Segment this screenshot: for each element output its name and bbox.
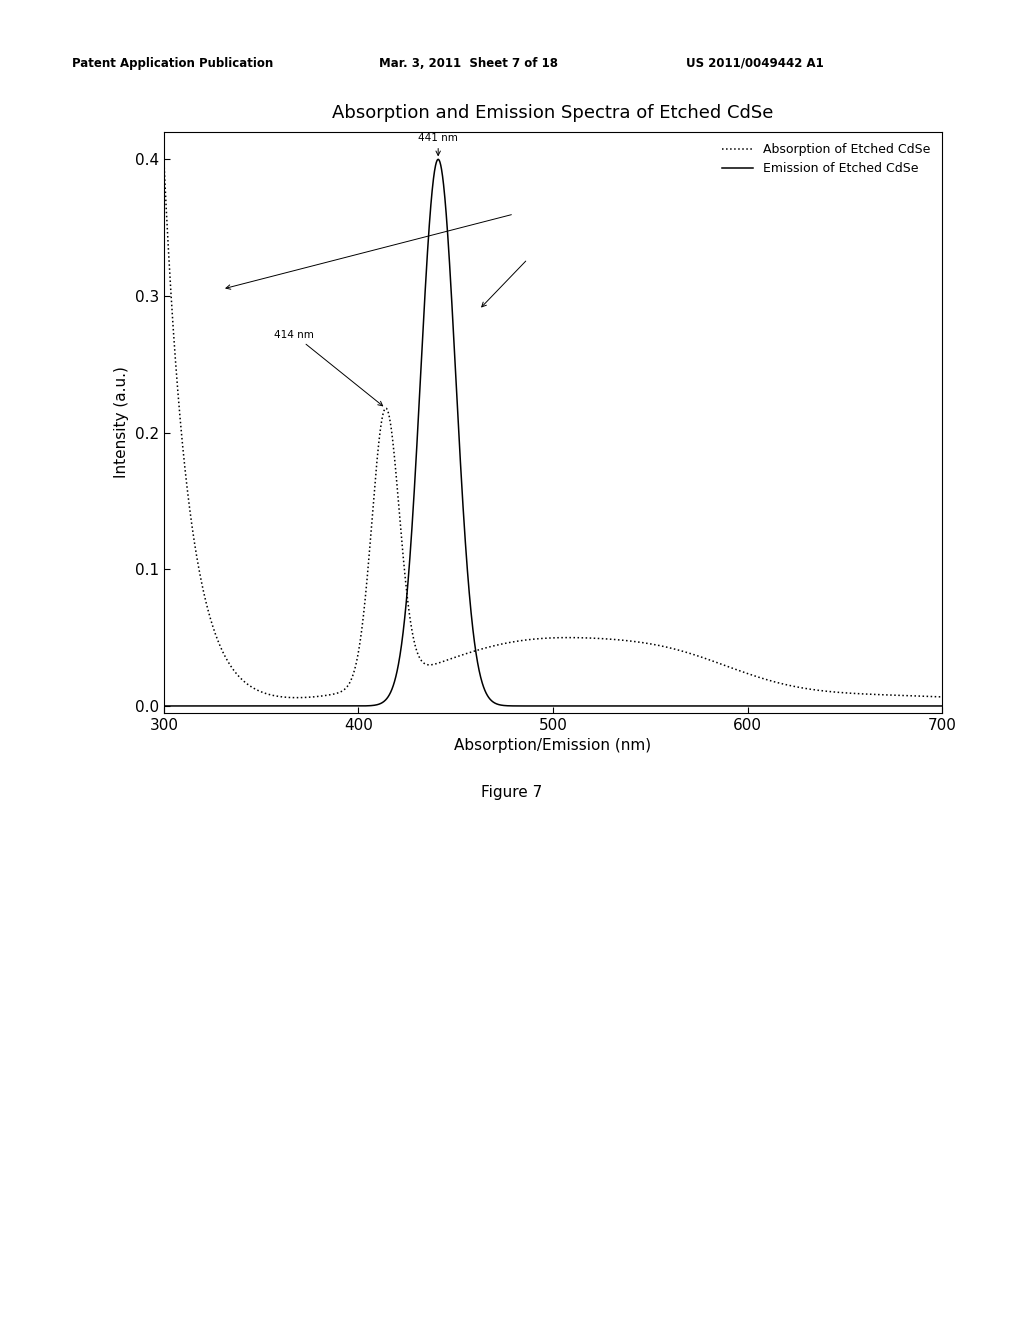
Absorption of Etched CdSe [837,685,849,701]
Emission of Etched CdSe [293,698,305,714]
Emission of Etched CdSe [457,490,469,506]
Emission of Etched CdSe [432,152,444,168]
Absorption of Etched CdSe [490,638,503,653]
Y-axis label: Intensity (a.u.): Intensity (a.u.) [114,367,129,478]
Emission of Etched CdSe [837,698,849,714]
Absorption of Etched CdSe [921,689,933,705]
Legend: Absorption of Etched CdSe, Emission of Etched CdSe: Absorption of Etched CdSe, Emission of E… [717,139,936,181]
Title: Absorption and Emission Spectra of Etched CdSe: Absorption and Emission Spectra of Etche… [332,104,774,123]
Emission of Etched CdSe [158,698,170,714]
X-axis label: Absorption/Emission (nm): Absorption/Emission (nm) [455,738,651,754]
Line: Emission of Etched CdSe: Emission of Etched CdSe [164,160,942,706]
Emission of Etched CdSe [936,698,948,714]
Absorption of Etched CdSe [291,690,303,706]
Emission of Etched CdSe [247,698,259,714]
Emission of Etched CdSe [921,698,933,714]
Absorption of Etched CdSe [247,680,259,696]
Text: 414 nm: 414 nm [274,330,383,405]
Text: Figure 7: Figure 7 [481,785,543,800]
Emission of Etched CdSe [490,696,503,711]
Line: Absorption of Etched CdSe: Absorption of Etched CdSe [164,160,942,698]
Absorption of Etched CdSe [158,152,170,168]
Absorption of Etched CdSe [936,689,948,705]
Text: Mar. 3, 2011  Sheet 7 of 18: Mar. 3, 2011 Sheet 7 of 18 [379,57,558,70]
Text: 441 nm: 441 nm [418,133,458,156]
Absorption of Etched CdSe [293,690,305,706]
Text: US 2011/0049442 A1: US 2011/0049442 A1 [686,57,824,70]
Absorption of Etched CdSe [457,647,469,663]
Text: Patent Application Publication: Patent Application Publication [72,57,273,70]
